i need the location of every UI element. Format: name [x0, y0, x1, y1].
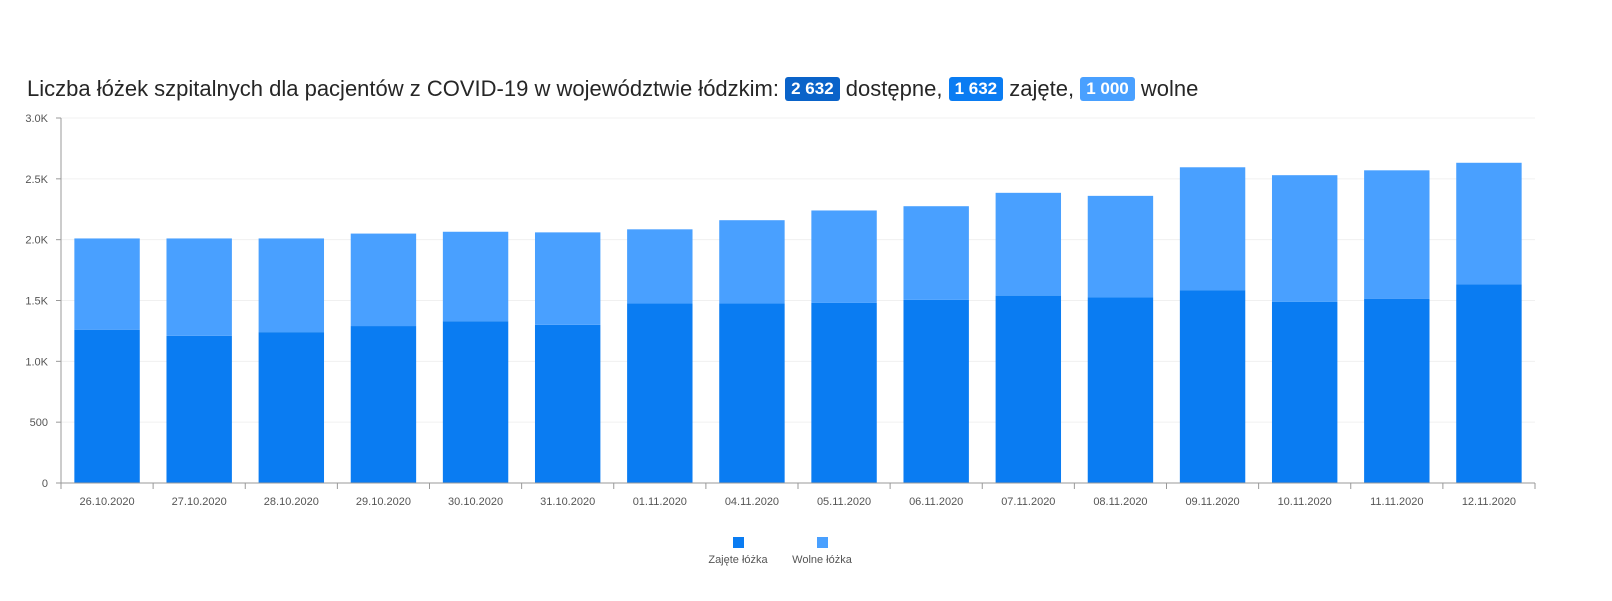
- bar-occupied: [1087, 297, 1154, 483]
- bar-occupied: [1271, 301, 1338, 483]
- bar-free: [627, 229, 693, 304]
- bar-occupied: [1179, 290, 1246, 483]
- x-tick-label: 09.11.2020: [1185, 496, 1239, 508]
- bar-free: [258, 238, 325, 333]
- x-tick-label: 26.10.2020: [80, 496, 135, 508]
- legend-swatch-occupied: [732, 537, 744, 548]
- available-badge: 2 632: [785, 77, 840, 101]
- legend-item-free[interactable]: Wolne łóżka: [777, 537, 867, 566]
- y-tick-label: 0: [42, 478, 48, 490]
- bar-free: [1271, 175, 1338, 302]
- legend-swatch-free: [816, 537, 828, 548]
- x-tick-label: 04.11.2020: [725, 496, 779, 508]
- y-tick-label: 1.5K: [25, 296, 48, 308]
- free-label: wolne: [1140, 76, 1199, 101]
- bar-free: [1179, 167, 1246, 291]
- y-tick-label: 2.0K: [25, 235, 48, 247]
- bar-occupied: [442, 321, 509, 483]
- occupied-label: zajęte,: [1009, 76, 1075, 101]
- x-tick-label: 11.11.2020: [1370, 496, 1423, 508]
- bar-occupied: [719, 303, 785, 483]
- bar-occupied: [627, 303, 693, 483]
- x-tick-label: 07.11.2020: [1001, 496, 1055, 508]
- legend-item-occupied[interactable]: Zajęte łóżka: [693, 537, 783, 566]
- bar-free: [166, 238, 232, 336]
- x-tick-label: 10.11.2020: [1278, 496, 1332, 508]
- chart-title: Liczba łóżek szpitalnych dla pacjentów z…: [27, 74, 1198, 104]
- x-tick-label: 01.11.2020: [633, 496, 687, 508]
- x-tick-label: 06.11.2020: [909, 496, 963, 508]
- bar-occupied: [534, 324, 601, 483]
- bar-occupied: [995, 295, 1062, 483]
- bar-free: [903, 206, 969, 300]
- bar-free: [1456, 162, 1522, 285]
- bar-occupied: [1364, 298, 1430, 483]
- bar-free: [719, 220, 785, 304]
- bar-occupied: [74, 329, 140, 483]
- y-tick-label: 1.0K: [25, 356, 48, 368]
- x-tick-label: 27.10.2020: [172, 496, 227, 508]
- bar-occupied: [903, 299, 969, 483]
- free-badge: 1 000: [1080, 77, 1135, 101]
- x-tick-label: 31.10.2020: [540, 496, 595, 508]
- x-tick-label: 08.11.2020: [1093, 496, 1147, 508]
- bar-free: [1087, 195, 1154, 298]
- title-prefix: Liczba łóżek szpitalnych dla pacjentów z…: [27, 76, 779, 101]
- bar-occupied: [258, 332, 325, 483]
- available-label: dostępne,: [845, 76, 943, 101]
- bar-free: [811, 210, 877, 303]
- bar-occupied: [350, 326, 417, 483]
- x-tick-label: 29.10.2020: [356, 496, 411, 508]
- bar-free: [350, 233, 417, 327]
- bar-occupied: [166, 335, 232, 483]
- x-tick-label: 12.11.2020: [1462, 496, 1516, 508]
- bar-occupied: [1456, 284, 1522, 483]
- y-tick-label: 2.5K: [25, 174, 48, 186]
- bar-free: [442, 231, 509, 322]
- bar-occupied: [811, 302, 877, 483]
- x-tick-label: 05.11.2020: [817, 496, 871, 508]
- x-tick-label: 28.10.2020: [264, 496, 319, 508]
- y-tick-label: 500: [30, 417, 48, 429]
- bar-free: [1364, 170, 1430, 299]
- occupied-badge: 1 632: [948, 77, 1004, 101]
- x-tick-label: 30.10.2020: [448, 496, 503, 508]
- bar-free: [995, 192, 1062, 296]
- y-tick-label: 3.0K: [25, 113, 48, 125]
- bar-free: [534, 232, 601, 325]
- legend-label-free: Wolne łóżka: [792, 554, 852, 566]
- bar-free: [74, 238, 140, 330]
- legend: Zajęte łóżka Wolne łóżka: [0, 537, 1612, 577]
- legend-label-occupied: Zajęte łóżka: [708, 554, 768, 566]
